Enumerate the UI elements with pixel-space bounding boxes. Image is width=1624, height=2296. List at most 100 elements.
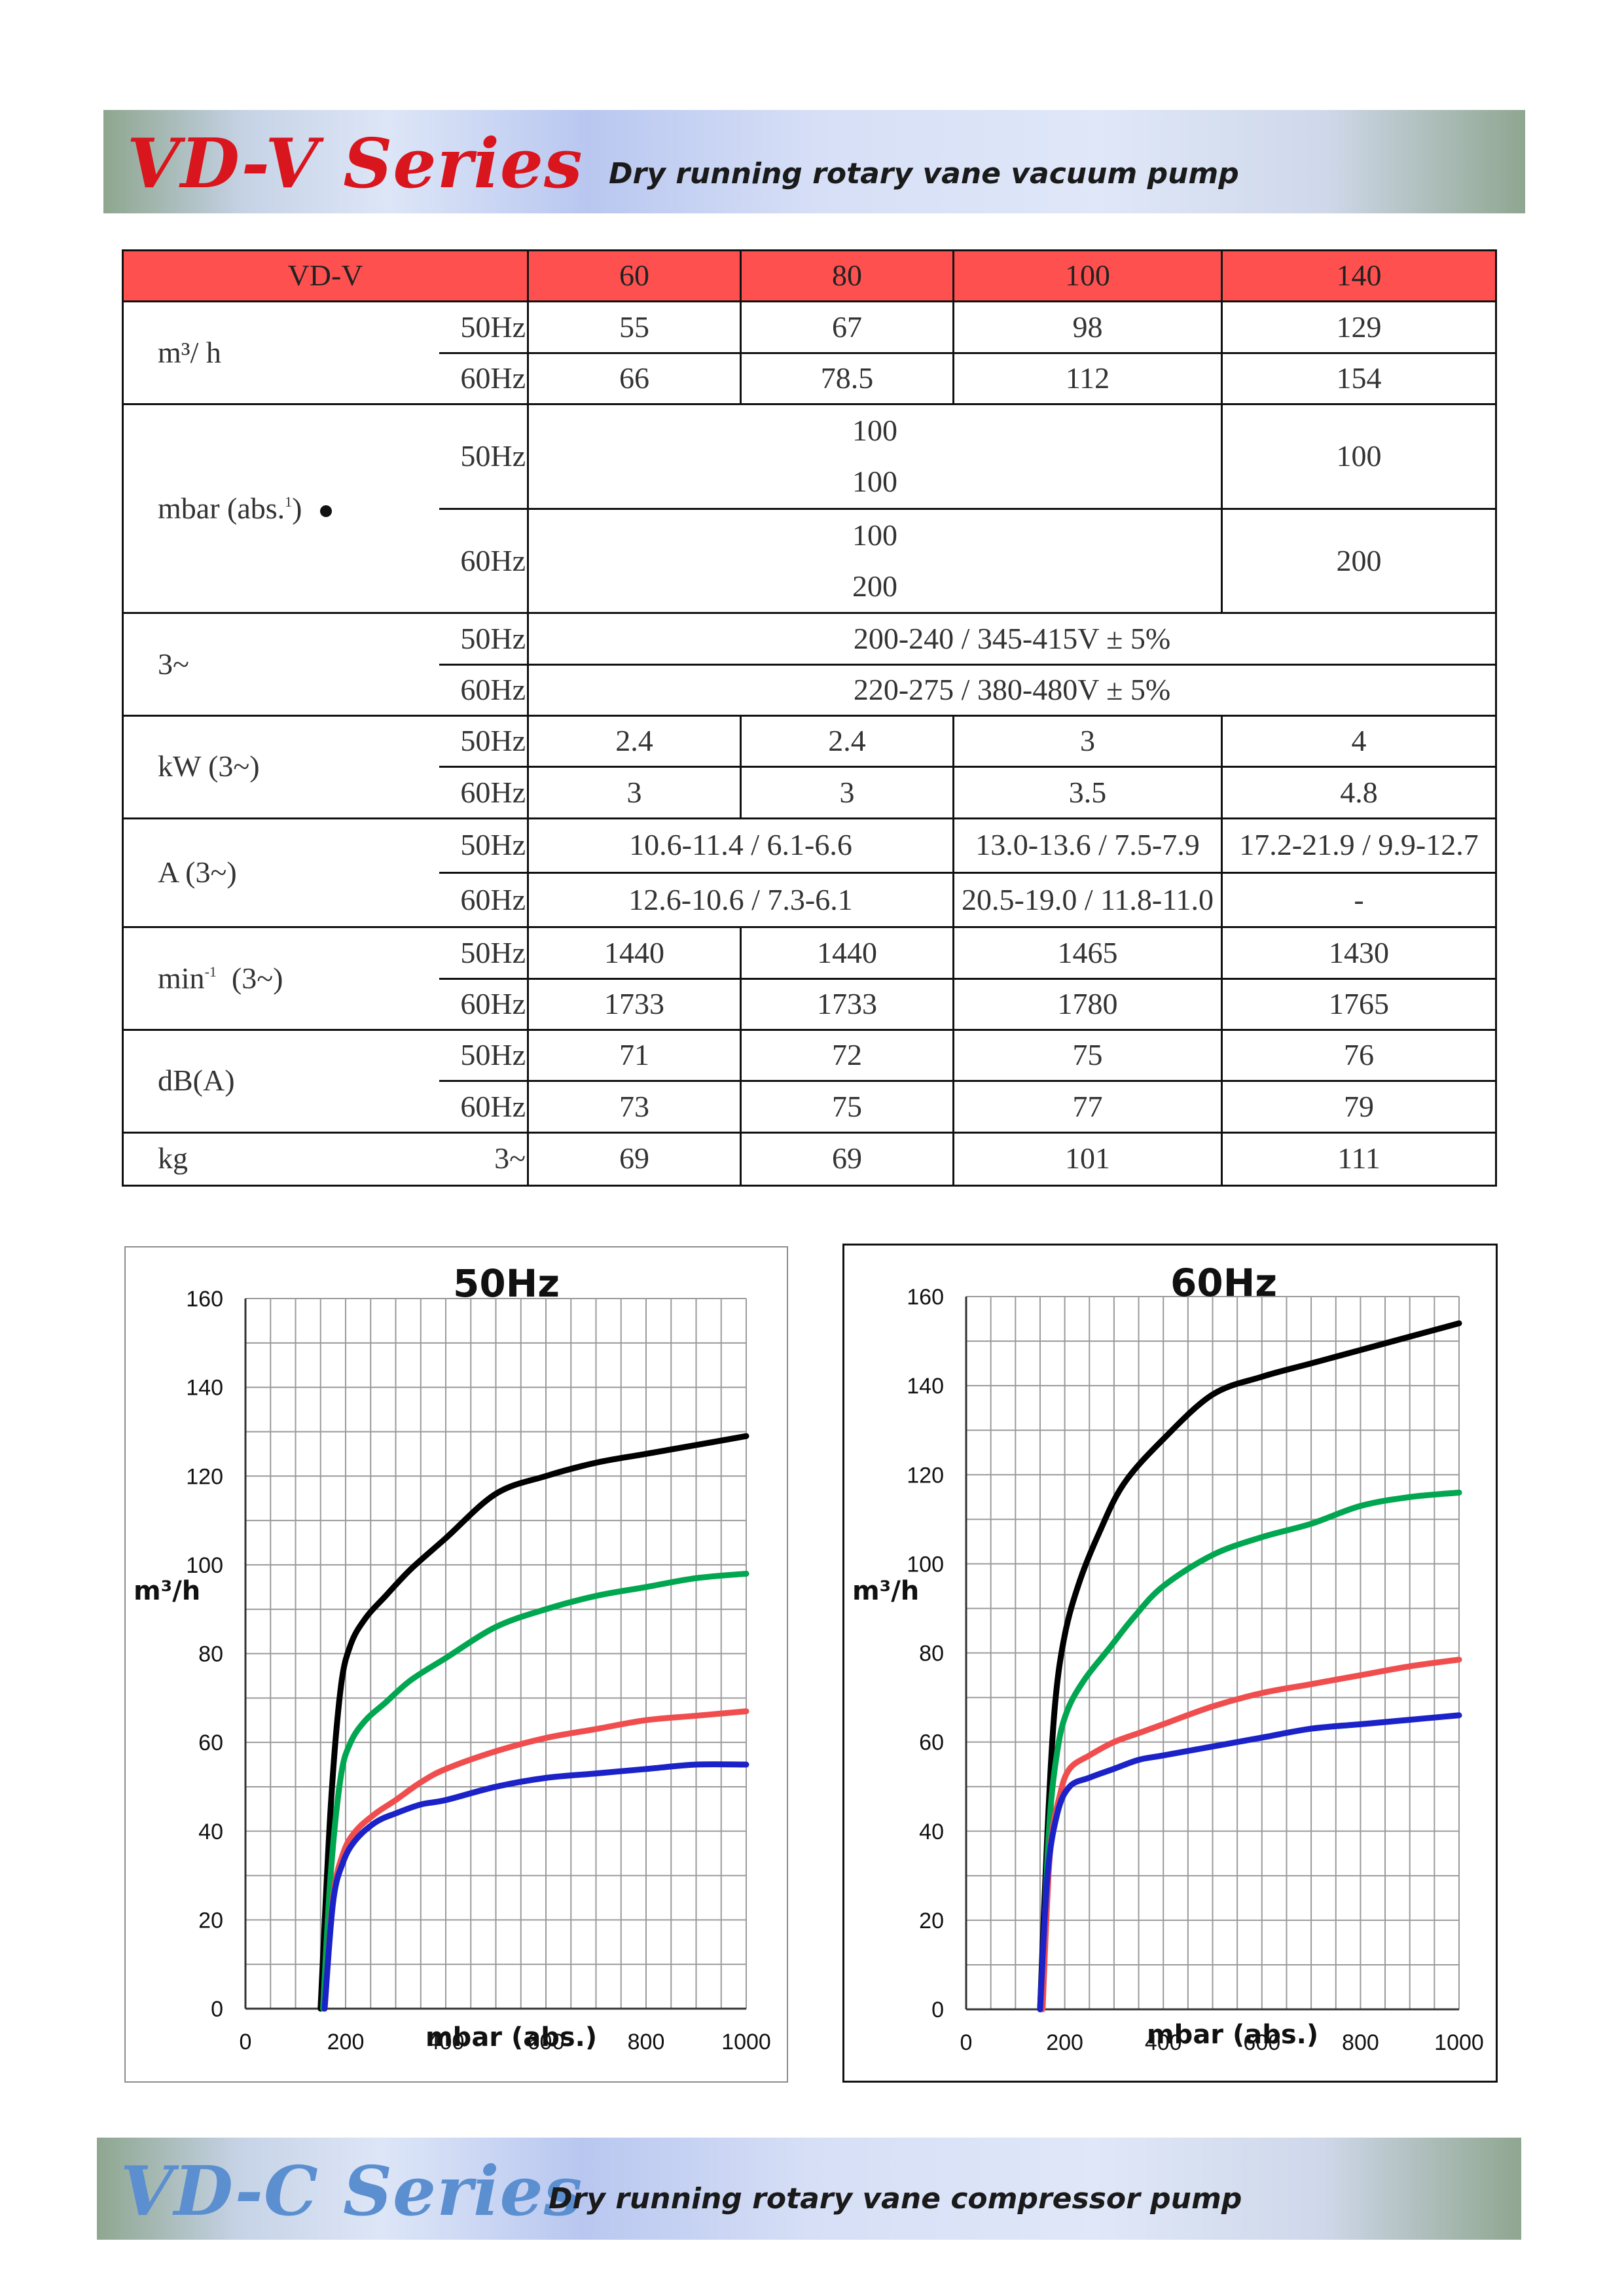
table-row: mbar (abs.1) 50Hz 100 100 100: [122, 403, 1498, 615]
y-tick-label: 100: [907, 1552, 944, 1577]
y-tick-label: 20: [198, 1908, 223, 1933]
table-cell: 1765: [1221, 977, 1498, 1031]
table-cell: 129: [1221, 300, 1498, 354]
table-cell: 111: [1221, 1131, 1498, 1187]
x-tick-label: 400: [427, 2030, 465, 2054]
table-cell: 20.5-19.0 / 11.8-11.0: [952, 871, 1223, 929]
model-cell: 80: [740, 249, 955, 303]
table-cell: 4.8: [1221, 766, 1498, 819]
table-cell: 55: [527, 300, 742, 354]
table-cell: 2.4: [740, 714, 955, 768]
vacuum-value: 100: [852, 518, 898, 552]
header-banner: VD-V Series Dry running rotary vane vacu…: [103, 110, 1525, 213]
freq-label: 50Hz: [439, 1028, 530, 1083]
next-series-subtitle: Dry running rotary vane compressor pump: [549, 2182, 1242, 2215]
table-cell: 71: [527, 1028, 742, 1083]
y-tick-label: 40: [919, 1820, 944, 1844]
table-row: 60Hz 12.6-10.6 / 7.3-6.1 20.5-19.0 / 11.…: [123, 871, 1498, 929]
freq-label: 60Hz: [439, 507, 530, 615]
y-tick-label: 40: [198, 1820, 223, 1844]
table-cell: 100: [1221, 403, 1498, 510]
vacuum-label-text: mbar (abs.: [158, 491, 285, 525]
row-label-vacuum: mbar (abs.1): [122, 403, 439, 615]
series-subtitle: Dry running rotary vane vacuum pump: [609, 157, 1239, 190]
table-row: 60Hz 3 3 3.5 4.8: [123, 766, 1498, 819]
chart-50hz: 0 200 400 600 800 1000 0 20 40 60 80 100 120 140 160 5…: [124, 1246, 788, 2083]
vacuum-label-end: ): [292, 491, 302, 525]
table-cell: 1430: [1221, 926, 1498, 980]
table-cell: 1440: [740, 926, 955, 980]
table-cell: 79: [1221, 1080, 1498, 1134]
table-cell: 69: [740, 1131, 955, 1187]
table-row: 3~ 50Hz 200-240 / 345-415V ± 5%: [122, 612, 1498, 717]
series-line: [1037, 1712, 1462, 2013]
x-tick-label: 200: [327, 2030, 365, 2054]
table-cell: 154: [1221, 351, 1498, 405]
footer-banner: VD-C Series Dry running rotary vane comp…: [97, 2138, 1521, 2240]
series-line: [1038, 1489, 1462, 2013]
table-cell: 66: [527, 351, 742, 405]
table-cell: 100 200: [527, 507, 1223, 615]
y-axis-label: m³/h: [134, 1576, 201, 1606]
table-cell: 3: [740, 766, 955, 819]
series-line: [320, 1570, 749, 2012]
y-tick-label: 140: [186, 1376, 223, 1401]
table-cell: 72: [740, 1028, 955, 1083]
table-cell: 69: [527, 1131, 742, 1187]
chart-60hz-plot: 0 200 400 600 800 1000 0 20 40 60 80 100 120 140 160: [907, 1285, 1484, 2055]
x-tick-label: 0: [960, 2030, 973, 2055]
y-tick-label: 140: [907, 1374, 944, 1399]
x-tick-label: 800: [628, 2030, 665, 2054]
table-cell: 1733: [740, 977, 955, 1031]
table-cell: 3: [527, 766, 742, 819]
series-line: [1039, 1657, 1462, 2013]
y-tick-label: 80: [919, 1641, 944, 1666]
table-cell: 98: [952, 300, 1223, 354]
series-title: VD-V Series: [127, 123, 583, 204]
freq-label: 50Hz: [439, 926, 530, 980]
y-tick-label: 120: [907, 1463, 944, 1488]
table-cell: 1465: [952, 926, 1223, 980]
table-row: m³/ h 50Hz 55 67 98 129: [122, 300, 1498, 405]
table-cell: 3: [952, 714, 1223, 768]
chart-title: 60Hz: [1170, 1261, 1278, 1305]
bullet-icon: [320, 505, 333, 518]
x-tick-label: 1000: [721, 2030, 771, 2054]
series-line: [1037, 1320, 1462, 2013]
table-cell: 77: [952, 1080, 1223, 1134]
table-cell: 76: [1221, 1028, 1498, 1083]
table-row: 60Hz 220-275 / 380-480V ± 5%: [123, 663, 1498, 717]
vacuum-value: 100: [852, 465, 898, 499]
table-row: 60Hz 1733 1733 1780 1765: [123, 977, 1498, 1031]
series-line: [317, 1433, 749, 2012]
chart-title: 50Hz: [453, 1261, 560, 1306]
table-cell: 101: [952, 1131, 1223, 1187]
y-tick-label: 60: [919, 1731, 944, 1755]
table-cell: 3.5: [952, 766, 1223, 819]
table-cell: 75: [952, 1028, 1223, 1083]
table-cell: 13.0-13.6 / 7.5-7.9: [952, 817, 1223, 874]
freq-label: 60Hz: [439, 663, 530, 717]
row-label-power: kW (3~): [122, 714, 439, 819]
freq-label: 60Hz: [439, 871, 530, 929]
table-row: min-1 (3~) 50Hz 1440 1440 1465 1430: [122, 926, 1498, 1031]
model-cell: 100: [952, 249, 1223, 303]
table-cell: 200-240 / 345-415V ± 5%: [527, 612, 1498, 666]
row-label-current: A (3~): [122, 817, 439, 929]
x-axis-label: mbar (abs.): [425, 2022, 598, 2053]
y-axis-label: m³/h: [852, 1576, 920, 1606]
freq-label: 50Hz: [439, 612, 530, 666]
freq-label: 60Hz: [439, 766, 530, 819]
y-tick-label: 120: [186, 1464, 223, 1489]
freq-label: 3~: [439, 1131, 530, 1187]
x-tick-label: 0: [240, 2030, 252, 2054]
table-cell: 200: [1221, 507, 1498, 615]
table-row: kg 3~ 69 69 101 111: [122, 1131, 1498, 1187]
table-row: 60Hz 66 78.5 112 154: [123, 351, 1498, 405]
speed-label-end: (3~): [216, 961, 283, 995]
table-row: 60Hz 73 75 77 79: [123, 1080, 1498, 1134]
y-tick-label: 20: [919, 1909, 944, 1933]
freq-label: 50Hz: [439, 300, 530, 354]
next-series-title: VD-C Series: [120, 2151, 583, 2231]
table-row: kW (3~) 50Hz 2.4 2.4 3 4: [122, 714, 1498, 819]
